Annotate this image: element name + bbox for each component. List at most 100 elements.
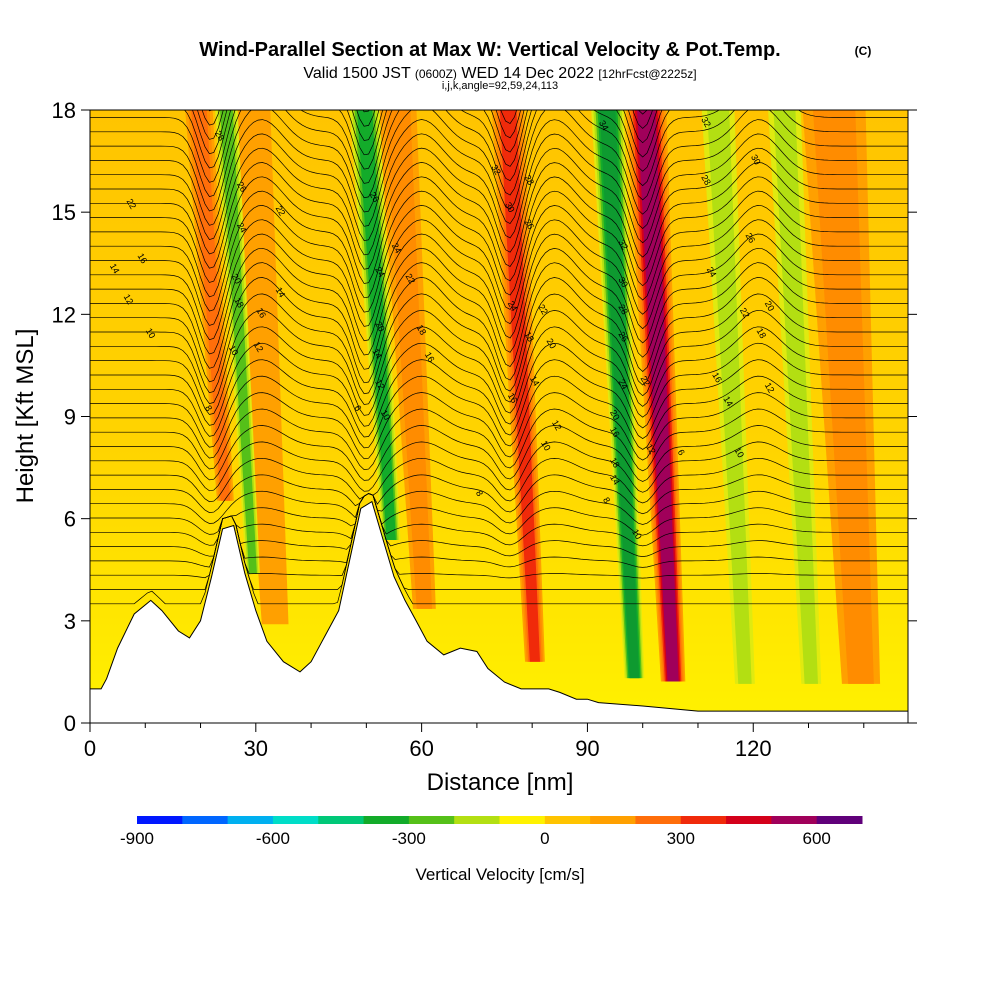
contour-label: 8 [203, 404, 214, 413]
theta-contour [90, 205, 908, 315]
y-tick-label: 12 [52, 302, 76, 327]
contour-label: 32 [699, 115, 713, 129]
theta-contour [90, 110, 908, 215]
contour-label: 18 [232, 296, 246, 310]
contour-label: 8 [474, 489, 485, 498]
contour-label: 12 [644, 442, 658, 456]
x-tick-label: 90 [575, 736, 599, 761]
colorbar-swatch [680, 816, 727, 824]
contour-label: 14 [721, 395, 735, 409]
colorbar-swatch [454, 816, 500, 824]
colorbar-tick-label: 300 [667, 829, 695, 848]
x-tick-label: 30 [244, 736, 268, 761]
colorbar-tick-label: 0 [540, 829, 549, 848]
x-tick-label: 120 [735, 736, 772, 761]
theta-contour [90, 375, 908, 450]
contour-label: 20 [763, 299, 777, 313]
y-tick-label: 6 [64, 507, 76, 532]
updraft-band [499, 110, 540, 662]
y-axis-label: Height [Kft MSL] [12, 329, 39, 504]
chart-title: Wind-Parallel Section at Max W: Vertical… [199, 39, 780, 61]
x-tick-label: 60 [409, 736, 433, 761]
x-tick-label: 0 [84, 736, 96, 761]
colorbar-swatch [635, 816, 682, 824]
contour-label: 18 [415, 323, 429, 337]
contour-label: 14 [108, 262, 122, 276]
colorbar-swatch [272, 816, 319, 824]
theta-contour [90, 110, 908, 187]
colorbar-swatch [499, 816, 546, 824]
contour-label: 26 [235, 180, 249, 194]
contour-label: 32 [489, 163, 503, 177]
contour-label: 12 [550, 418, 564, 432]
theta-contour [90, 162, 908, 272]
colorbar-swatch [318, 816, 365, 824]
vertical-velocity-field [185, 110, 881, 684]
contour-label: 30 [749, 153, 763, 167]
contour-label: 12 [122, 292, 136, 306]
colorbar-tick-label: 600 [803, 829, 831, 848]
contour-label: 20 [545, 337, 559, 351]
x-axis: 0 30 60 90 120 [84, 723, 865, 761]
theta-contour [90, 457, 908, 504]
colorbar-swatch [544, 816, 591, 824]
contour-label: 10 [732, 446, 746, 460]
subtitle-valid: Valid 1500 JST [303, 65, 411, 82]
colorbar-tick-label: -300 [392, 829, 426, 848]
contour-label: 24 [373, 265, 387, 279]
theta-contour [184, 110, 671, 172]
y-tick-label: 18 [52, 98, 76, 123]
theta-contour [90, 342, 908, 429]
theta-contour [90, 425, 908, 482]
contour-label: 28 [522, 173, 536, 187]
theta-contour [197, 110, 658, 144]
colorbar-swatch [771, 816, 818, 824]
contour-label: 10 [379, 408, 393, 422]
colorbar-swatch [363, 816, 410, 824]
theta-contour [90, 110, 908, 201]
contour-label: 10 [227, 343, 241, 357]
theta-contour [90, 133, 908, 244]
contour-label: 14 [528, 374, 542, 388]
contour-label: 28 [616, 303, 630, 317]
contour-label: 10 [144, 326, 158, 340]
theta-contour [90, 441, 908, 493]
contour-label: 16 [254, 306, 268, 320]
contour-label: 18 [522, 330, 536, 344]
y-tick-label: 3 [64, 609, 76, 634]
contour-label: 30 [616, 275, 630, 289]
theta-contour [90, 119, 908, 229]
colorbar-swatch [816, 816, 863, 824]
theta-contour [192, 110, 663, 158]
theta-contour [90, 147, 908, 258]
theta-contour [90, 293, 908, 397]
contour-label: 22 [124, 197, 138, 211]
theta-contour [90, 277, 908, 386]
theta-contour [90, 262, 908, 372]
contour-label: 28 [699, 173, 713, 187]
y-tick-label: 0 [64, 711, 76, 736]
contour-label: 24 [705, 265, 719, 279]
colorbar-swatch [227, 816, 274, 824]
colorbar-tick-label: -600 [256, 829, 290, 848]
contour-label: 30 [503, 200, 517, 214]
colorbar-swatch [182, 816, 229, 824]
colorbar-ticks: -900 -600 -300 0 300 600 [120, 829, 831, 848]
contour-label: 16 [506, 391, 520, 405]
contour-label: 26 [743, 231, 757, 245]
subtitle-date: WED 14 Dec 2022 [461, 65, 594, 82]
contour-label: 6 [676, 448, 687, 457]
contour-label: 12 [763, 381, 777, 395]
contour-label: 14 [370, 347, 384, 361]
contour-label: 16 [710, 371, 724, 385]
contour-label: 26 [616, 330, 630, 344]
chart-title-unit: (C) [855, 44, 872, 58]
contour-label: 26 [522, 217, 536, 231]
colorbar-tick-label: -900 [120, 829, 154, 848]
contour-label: 12 [373, 378, 387, 392]
contour-label: 22 [536, 303, 550, 317]
contour-label: 32 [616, 238, 630, 252]
